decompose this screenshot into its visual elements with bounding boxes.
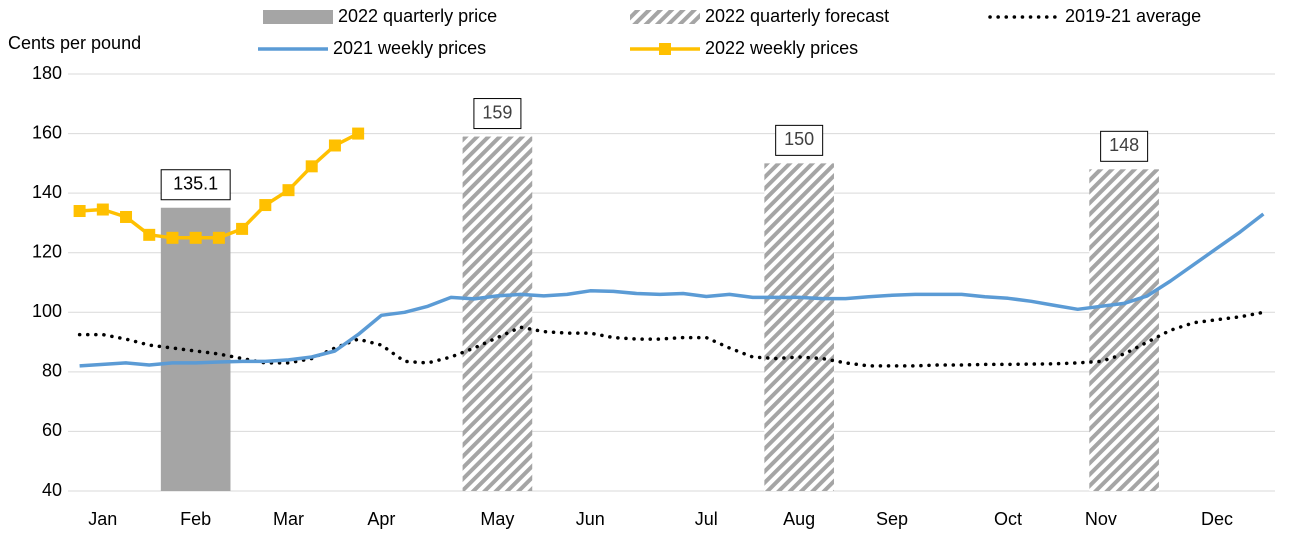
legend-label: 2021 weekly prices <box>333 38 486 58</box>
legend-label: 2022 quarterly forecast <box>705 6 889 26</box>
x-tick-label: Oct <box>994 509 1022 529</box>
marker <box>236 222 249 235</box>
x-tick-label: Apr <box>367 509 395 529</box>
marker <box>166 231 179 244</box>
data-label: 135.1 <box>173 173 218 193</box>
bar <box>1089 169 1159 492</box>
legend-label: 2022 weekly prices <box>705 38 858 58</box>
data-label-box <box>1100 130 1149 162</box>
y-axis-label: Cents per pound <box>8 33 141 53</box>
y-tick-label: 60 <box>42 420 62 440</box>
marker <box>328 139 341 152</box>
legend-marker <box>659 43 671 55</box>
bar <box>160 207 231 491</box>
line <box>79 212 1265 368</box>
data-label: 150 <box>784 129 814 149</box>
x-tick-label: May <box>480 509 514 529</box>
y-tick-label: 100 <box>32 301 62 321</box>
x-tick-label: Aug <box>783 509 815 529</box>
data-label: 159 <box>482 102 512 122</box>
y-tick-label: 140 <box>32 182 62 202</box>
x-tick-label: Sep <box>876 509 908 529</box>
x-tick-label: Jul <box>695 509 718 529</box>
y-tick-label: 80 <box>42 361 62 381</box>
bar <box>764 163 834 491</box>
x-tick-label: Jan <box>88 509 117 529</box>
marker <box>73 205 86 218</box>
marker <box>189 231 202 244</box>
x-tick-label: Jun <box>576 509 605 529</box>
x-tick-label: Mar <box>273 509 304 529</box>
marker <box>352 127 365 140</box>
data-label-box <box>473 98 522 130</box>
x-tick-label: Feb <box>180 509 211 529</box>
data-label-box <box>160 169 231 201</box>
legend-swatch <box>630 10 700 24</box>
marker <box>212 231 225 244</box>
marker <box>259 199 272 212</box>
y-tick-label: 40 <box>42 480 62 500</box>
legend-swatch <box>263 10 333 24</box>
line <box>77 310 1266 368</box>
y-tick-label: 160 <box>32 122 62 142</box>
marker <box>96 203 109 216</box>
legend-label: 2019-21 average <box>1065 6 1201 26</box>
legend-label: 2022 quarterly price <box>338 6 497 26</box>
marker <box>305 160 318 173</box>
x-tick-label: Dec <box>1201 509 1233 529</box>
bar <box>462 136 533 492</box>
marker <box>282 184 295 197</box>
marker <box>120 210 133 223</box>
data-label: 148 <box>1109 135 1139 155</box>
y-tick-label: 120 <box>32 241 62 261</box>
y-tick-label: 180 <box>32 63 62 83</box>
data-label-box <box>775 124 824 156</box>
x-tick-label: Nov <box>1085 509 1117 529</box>
marker <box>143 228 156 241</box>
